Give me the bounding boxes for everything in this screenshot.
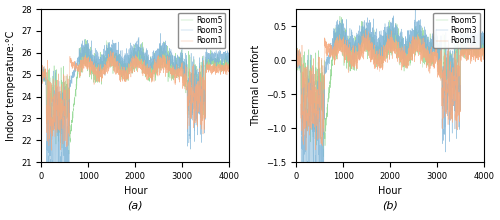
- Legend: Room5, Room3, Room1: Room5, Room3, Room1: [433, 13, 480, 48]
- Room1: [119, 68, 125, 70]
- Room3: [175, 58, 181, 60]
- Room3: [293, 57, 299, 59]
- Room3: [372, 34, 378, 36]
- Room5: [66, 153, 72, 155]
- Room5: [430, 50, 436, 53]
- Room1: [475, 58, 481, 61]
- Room5: [38, 76, 44, 79]
- X-axis label: Hour: Hour: [124, 186, 147, 196]
- Room5: [293, 65, 299, 68]
- Room1: [220, 72, 226, 75]
- Room1: [211, 66, 217, 69]
- Legend: Room5, Room3, Room1: Room5, Room3, Room1: [178, 13, 226, 48]
- Room1: [293, 55, 299, 57]
- Room3: [128, 56, 134, 58]
- Room1: [481, 47, 487, 50]
- Room1: [372, 61, 378, 63]
- Line: Room1: Room1: [42, 51, 229, 150]
- Text: (a): (a): [128, 200, 143, 210]
- Room3: [475, 40, 481, 42]
- Text: (b): (b): [382, 200, 398, 210]
- Room1: [374, 51, 380, 53]
- Room1: [108, 50, 114, 52]
- Room3: [118, 55, 124, 57]
- Room5: [466, 53, 472, 56]
- Room5: [337, 15, 343, 18]
- Room1: [466, 48, 472, 51]
- Room1: [226, 68, 232, 70]
- Y-axis label: Indoor temperature:°C: Indoor temperature:°C: [6, 30, 16, 141]
- Y-axis label: Thermal comfort: Thermal comfort: [251, 45, 261, 126]
- Room3: [466, 42, 472, 45]
- Room3: [382, 40, 388, 43]
- Room5: [481, 54, 487, 57]
- Room1: [48, 149, 54, 152]
- Room5: [119, 75, 125, 78]
- Room3: [158, 32, 164, 35]
- Room1: [430, 51, 436, 53]
- Room3: [412, 8, 418, 10]
- Room5: [211, 67, 217, 70]
- Room1: [38, 67, 44, 70]
- Room5: [220, 66, 226, 69]
- Room3: [119, 57, 125, 60]
- Room3: [374, 38, 380, 41]
- Room3: [430, 42, 436, 45]
- Room1: [362, 29, 368, 31]
- Room3: [211, 56, 217, 59]
- Room3: [220, 54, 226, 57]
- Room5: [118, 65, 124, 68]
- Room5: [372, 50, 378, 53]
- Room1: [382, 52, 388, 55]
- Room5: [128, 63, 134, 65]
- Line: Room5: Room5: [42, 39, 229, 154]
- Room5: [226, 68, 232, 70]
- Room3: [38, 69, 44, 72]
- Line: Room3: Room3: [42, 33, 229, 220]
- Room3: [481, 35, 487, 37]
- Room5: [374, 60, 380, 62]
- Room1: [303, 149, 309, 152]
- Line: Room1: Room1: [296, 30, 484, 150]
- Line: Room3: Room3: [296, 9, 484, 220]
- Room1: [118, 74, 124, 77]
- Room5: [82, 38, 88, 40]
- Room1: [128, 67, 134, 70]
- Line: Room5: Room5: [296, 16, 484, 157]
- Room5: [320, 156, 326, 158]
- Room5: [175, 68, 181, 70]
- Room5: [382, 45, 388, 48]
- Room5: [475, 47, 481, 50]
- Room1: [175, 70, 181, 72]
- X-axis label: Hour: Hour: [378, 186, 402, 196]
- Room3: [226, 53, 232, 55]
